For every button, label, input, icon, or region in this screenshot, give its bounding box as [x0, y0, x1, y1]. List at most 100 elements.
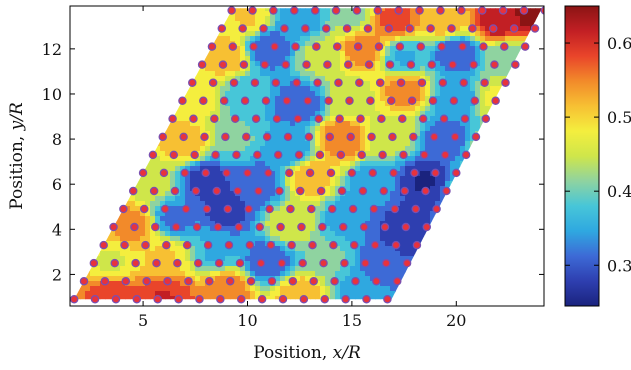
- contour-cell: [260, 111, 266, 117]
- contour-cell: [255, 256, 261, 262]
- contour-cell: [230, 161, 236, 167]
- contour-cell: [385, 86, 391, 92]
- contour-cell: [320, 196, 326, 202]
- contour-cell: [310, 116, 316, 122]
- contour-cell: [375, 266, 381, 272]
- contour-cell: [185, 291, 191, 297]
- contour-cell: [195, 196, 201, 202]
- contour-cell: [100, 181, 106, 187]
- contour-cell: [350, 126, 356, 132]
- contour-cell: [360, 291, 366, 297]
- contour-cell: [265, 231, 271, 237]
- contour-cell: [85, 266, 91, 272]
- contour-cell: [480, 201, 486, 207]
- contour-cell: [280, 76, 286, 82]
- contour-cell: [305, 236, 311, 242]
- contour-cell: [250, 56, 256, 62]
- contour-cell: [205, 266, 211, 272]
- contour-cell: [240, 181, 246, 187]
- contour-cell: [170, 276, 176, 282]
- contour-cell: [295, 236, 301, 242]
- contour-cell: [445, 221, 451, 227]
- contour-cell: [74, 111, 76, 117]
- contour-cell: [385, 166, 391, 172]
- contour-cell: [205, 186, 211, 192]
- contour-cell: [450, 31, 456, 37]
- contour-cell: [170, 221, 176, 227]
- contour-cell: [415, 106, 421, 112]
- contour-cell: [205, 166, 211, 172]
- contour-cell: [330, 196, 336, 202]
- contour-cell: [430, 151, 436, 157]
- contour-cell: [345, 246, 351, 252]
- contour-cell: [345, 91, 351, 97]
- contour-cell: [380, 101, 386, 107]
- contour-cell: [255, 11, 261, 17]
- contour-cell: [120, 26, 126, 32]
- contour-cell: [265, 226, 271, 232]
- contour-cell: [190, 21, 196, 27]
- contour-cell: [385, 41, 391, 47]
- contour-cell: [310, 181, 316, 187]
- contour-cell: [170, 46, 176, 52]
- contour-cell: [355, 296, 361, 300]
- contour-cell: [400, 231, 406, 237]
- contour-cell: [440, 126, 446, 132]
- contour-cell: [320, 216, 326, 222]
- contour-cell: [190, 141, 196, 147]
- contour-cell: [115, 21, 121, 27]
- contour-cell: [340, 196, 346, 202]
- contour-cell: [180, 256, 186, 262]
- contour-cell: [470, 51, 476, 57]
- contour-cell: [125, 291, 131, 297]
- contour-cell: [100, 226, 106, 232]
- contour-cell: [405, 136, 411, 142]
- contour-cell: [300, 131, 306, 137]
- contour-cell: [465, 296, 471, 300]
- contour-cell: [250, 111, 256, 117]
- contour-cell: [205, 81, 211, 87]
- contour-cell: [475, 91, 481, 97]
- contour-cell: [80, 241, 86, 247]
- contour-cell: [300, 21, 306, 27]
- contour-cell: [200, 266, 206, 272]
- contour-cell: [85, 241, 91, 247]
- contour-cell: [200, 91, 206, 97]
- contour-cell: [380, 121, 386, 127]
- contour-cell: [155, 36, 161, 42]
- contour-cell: [375, 186, 381, 192]
- contour-cell: [75, 241, 81, 247]
- contour-cell: [135, 176, 141, 182]
- contour-cell: [260, 11, 266, 17]
- contour-cell: [280, 21, 286, 27]
- contour-cell: [415, 51, 421, 57]
- contour-cell: [385, 186, 391, 192]
- contour-cell: [475, 51, 481, 57]
- contour-cell: [170, 51, 176, 57]
- contour-cell: [420, 26, 426, 32]
- contour-cell: [395, 166, 401, 172]
- contour-cell: [200, 106, 206, 112]
- contour-cell: [260, 56, 266, 62]
- contour-cell: [475, 251, 481, 257]
- contour-cell: [405, 181, 411, 187]
- contour-cell: [435, 241, 441, 247]
- contour-cell: [275, 66, 281, 72]
- contour-cell: [345, 221, 351, 227]
- contour-cell: [340, 166, 346, 172]
- contour-cell: [305, 16, 311, 22]
- contour-cell: [175, 86, 181, 92]
- contour-cell: [150, 141, 156, 147]
- contour-cell: [335, 111, 341, 117]
- contour-cell: [330, 51, 336, 57]
- contour-cell: [275, 211, 281, 217]
- contour-cell: [100, 11, 106, 17]
- contour-cell: [270, 71, 276, 77]
- contour-cell: [180, 81, 186, 87]
- contour-cell: [74, 221, 76, 227]
- contour-cell: [285, 66, 291, 72]
- contour-cell: [470, 156, 476, 162]
- contour-cell: [310, 101, 316, 107]
- contour-cell: [195, 81, 201, 87]
- contour-cell: [395, 51, 401, 57]
